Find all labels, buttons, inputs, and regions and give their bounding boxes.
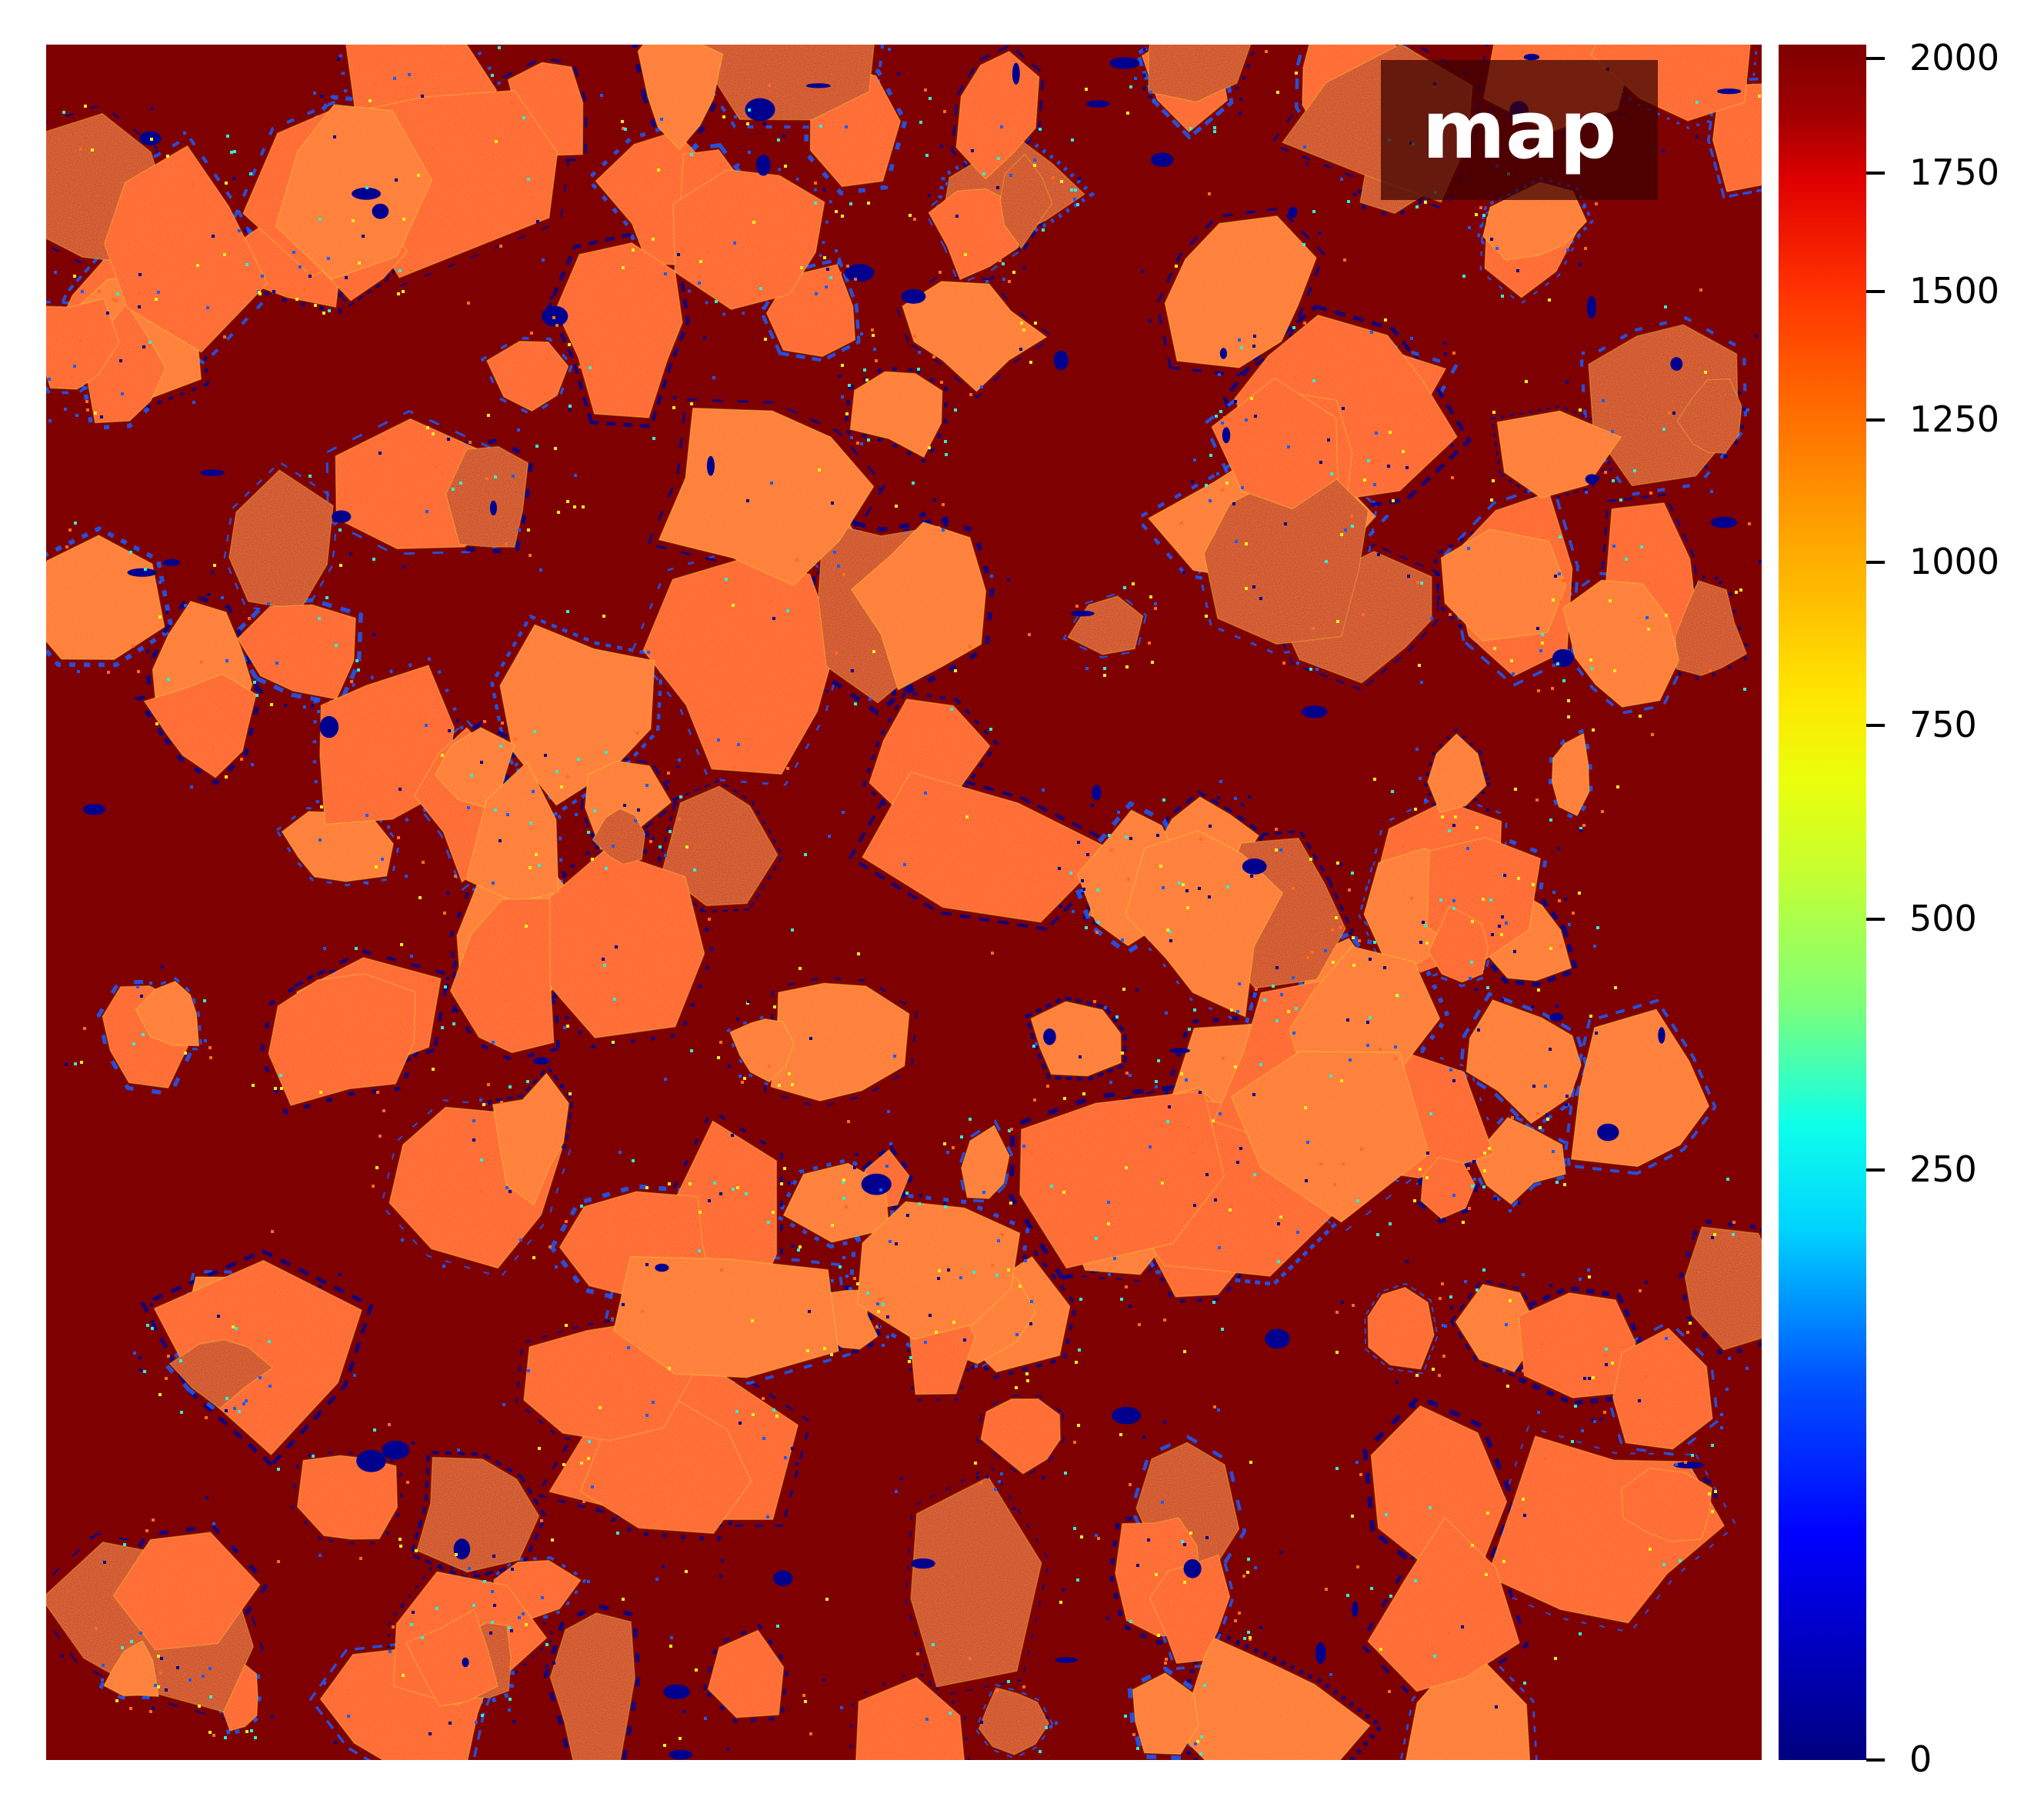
colorbar-tick-mark [1866, 172, 1885, 175]
colorbar-tick-mark [1866, 290, 1885, 294]
colorbar-tick-mark [1866, 561, 1885, 565]
colorbar-tick-mark [1866, 56, 1885, 60]
colorbar [1779, 45, 1866, 1760]
grain-layer [46, 45, 1762, 1760]
colorbar-tick-label: 1250 [1909, 398, 2000, 441]
map-title: map [1422, 83, 1617, 177]
colorbar-tick-label: 500 [1909, 898, 1977, 940]
colorbar-tick-label: 250 [1909, 1148, 1977, 1190]
colorbar-tick-label: 1750 [1909, 152, 2000, 194]
title-background [1381, 60, 1658, 200]
map-image [46, 45, 1762, 1760]
colorbar-tick-mark [1866, 918, 1885, 922]
map-raster [46, 45, 1762, 1760]
colorbar-tick-mark [1866, 724, 1885, 728]
colorbar-tick-label: 1500 [1909, 270, 2000, 312]
colorbar-tick-label: 2000 [1909, 36, 2000, 78]
colorbar-tick-mark [1866, 1758, 1885, 1762]
colorbar-tick-mark [1866, 1168, 1885, 1172]
colorbar-tick-label: 1000 [1909, 541, 2000, 583]
colorbar-tick-label: 750 [1909, 704, 1977, 746]
colorbar-tick-label: 0 [1909, 1738, 1932, 1780]
colorbar-tick-mark [1866, 418, 1885, 422]
